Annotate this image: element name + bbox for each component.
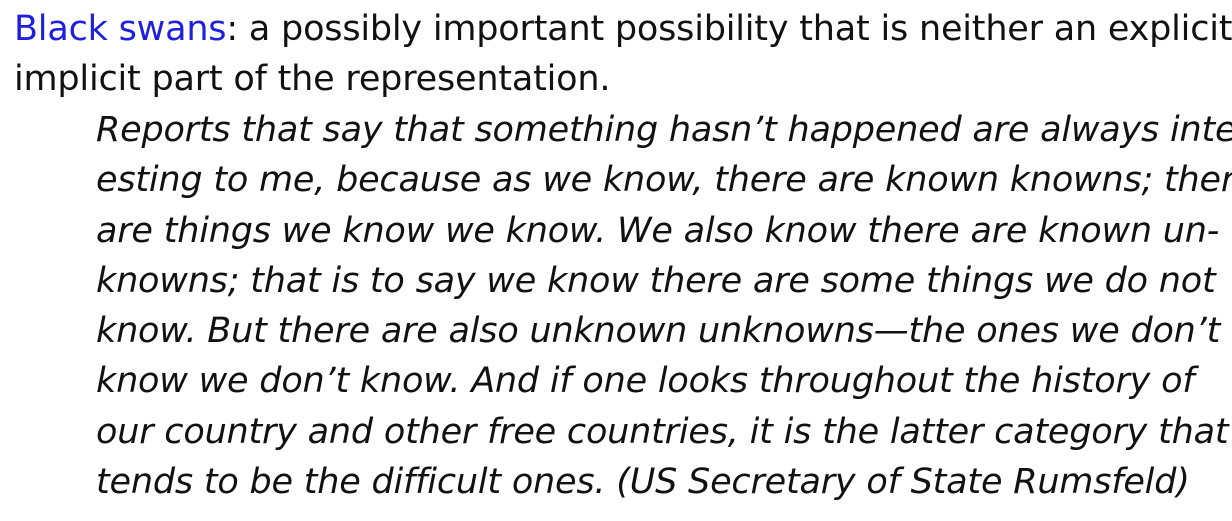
quote-line-3: are things we know we know. We also know… [96, 210, 1220, 251]
quote-line-2: esting to me, because as we know, there … [96, 160, 1232, 201]
quote-line-7: our country and other free countries, it… [96, 411, 1229, 452]
quote-line-4: knowns; that is to say we know there are… [96, 260, 1216, 301]
quote-line-8: tends to be the difficult ones. (US Secr… [96, 462, 1190, 503]
definition-paragraph: Black swans: a possibly important possib… [14, 4, 1232, 104]
definition-line-2: implicit part of the representation. [14, 59, 611, 99]
rumsfeld-quote: Reports that say that something hasn’t h… [96, 105, 1232, 507]
term-black-swans: Black swans [14, 9, 227, 49]
quote-line-1: Reports that say that something hasn’t h… [96, 110, 1232, 150]
quote-line-6: know we don’t know. And if one looks thr… [96, 361, 1195, 402]
quote-line-5: know. But there are also unknown unknown… [96, 311, 1221, 352]
definition-line-1: Black swans: a possibly important possib… [14, 4, 1232, 54]
definition-text-1: : a possibly important possibility that … [226, 9, 1232, 49]
